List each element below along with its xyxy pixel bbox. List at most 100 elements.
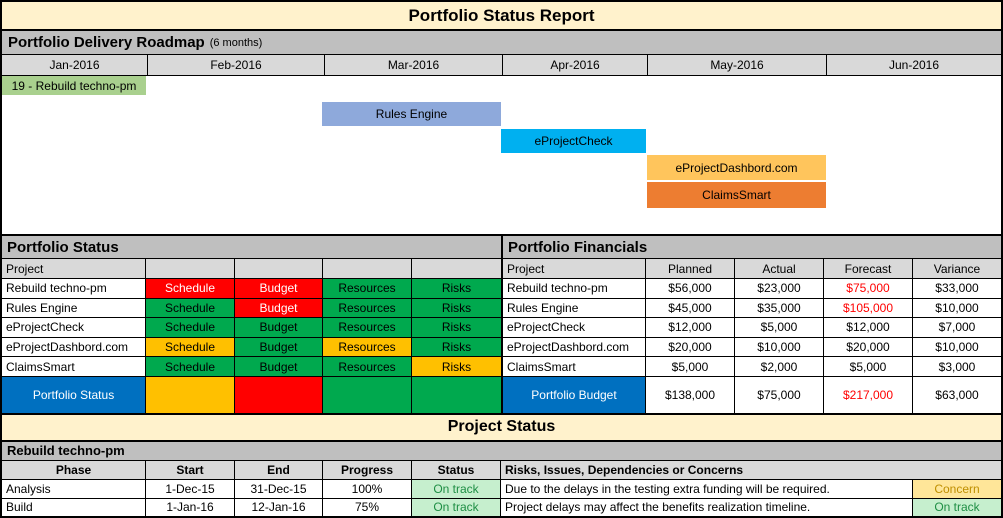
project-status-table: Phase Start End Progress Status Risks, I… bbox=[2, 460, 1001, 516]
budget-status-cell: Budget bbox=[235, 357, 323, 377]
empty-header-cell bbox=[412, 259, 501, 279]
resources-status-cell: Resources bbox=[323, 337, 412, 358]
variance-value: $7,000 bbox=[913, 318, 1001, 338]
phase-name-cell: Analysis bbox=[2, 479, 146, 499]
variance-total: $63,000 bbox=[913, 376, 1001, 413]
planned-value: $5,000 bbox=[646, 357, 735, 377]
forecast-total: $217,000 bbox=[824, 376, 913, 413]
progress-cell: 100% bbox=[323, 479, 412, 499]
col-header-project: Project bbox=[503, 259, 646, 279]
actual-total: $75,000 bbox=[735, 376, 824, 413]
col-header-variance: Variance bbox=[913, 259, 1001, 279]
end-date-cell: 31-Dec-15 bbox=[235, 479, 323, 499]
forecast-value: $75,000 bbox=[824, 279, 913, 299]
gantt-chart: 19 - Rebuild techno-pm Rules Engine ePro… bbox=[2, 76, 1001, 236]
variance-value: $3,000 bbox=[913, 357, 1001, 377]
forecast-value: $12,000 bbox=[824, 318, 913, 338]
planned-value: $45,000 bbox=[646, 298, 735, 319]
budget-status-cell: Budget bbox=[235, 279, 323, 299]
project-name-cell: Rebuild techno-pm bbox=[503, 279, 646, 299]
budget-status-cell: Budget bbox=[235, 318, 323, 338]
risks-status-cell: Risks bbox=[412, 337, 501, 358]
roadmap-heading: Portfolio Delivery Roadmap bbox=[8, 34, 205, 51]
resources-status-cell: Resources bbox=[323, 298, 412, 319]
variance-value: $10,000 bbox=[913, 298, 1001, 319]
summary-resources-cell bbox=[323, 376, 412, 413]
forecast-value: $105,000 bbox=[824, 298, 913, 319]
risks-status-cell: Risks bbox=[412, 279, 501, 299]
col-header-project: Project bbox=[2, 259, 146, 279]
risk-badge: Concern bbox=[913, 479, 1001, 499]
month-mar: Mar-2016 bbox=[325, 55, 503, 75]
end-date-cell: 12-Jan-16 bbox=[235, 498, 323, 516]
variance-value: $33,000 bbox=[913, 279, 1001, 299]
col-header-risks: Risks, Issues, Dependencies or Concerns bbox=[501, 460, 1001, 480]
risks-status-cell: Risks bbox=[412, 357, 501, 377]
summary-risks-cell bbox=[412, 376, 501, 413]
resources-status-cell: Resources bbox=[323, 318, 412, 338]
page-title: Portfolio Status Report bbox=[2, 2, 1001, 31]
portfolio-financials-heading: Portfolio Financials bbox=[503, 236, 1001, 259]
variance-value: $10,000 bbox=[913, 337, 1001, 358]
resources-status-cell: Resources bbox=[323, 279, 412, 299]
empty-header-cell bbox=[323, 259, 412, 279]
gantt-bar-eprojectdashbord: eProjectDashbord.com bbox=[647, 155, 826, 180]
col-header-progress: Progress bbox=[323, 460, 412, 480]
resources-status-cell: Resources bbox=[323, 357, 412, 377]
risk-text-cell: Project delays may affect the benefits r… bbox=[501, 498, 913, 516]
forecast-value: $5,000 bbox=[824, 357, 913, 377]
project-status-heading: Project Status bbox=[2, 414, 1001, 442]
actual-value: $10,000 bbox=[735, 337, 824, 358]
forecast-value: $20,000 bbox=[824, 337, 913, 358]
month-may: May-2016 bbox=[648, 55, 827, 75]
phase-name-cell: Build bbox=[2, 498, 146, 516]
portfolio-status-table: Portfolio Status Project Rebuild techno-… bbox=[2, 236, 503, 413]
phase-status-cell: On track bbox=[412, 498, 501, 516]
risk-badge: On track bbox=[913, 498, 1001, 516]
col-header-planned: Planned bbox=[646, 259, 735, 279]
risk-text-cell: Due to the delays in the testing extra f… bbox=[501, 479, 913, 499]
schedule-status-cell: Schedule bbox=[146, 357, 235, 377]
planned-value: $12,000 bbox=[646, 318, 735, 338]
schedule-status-cell: Schedule bbox=[146, 318, 235, 338]
gantt-bar-rules-engine: Rules Engine bbox=[322, 102, 501, 126]
project-name-cell: eProjectDashbord.com bbox=[503, 337, 646, 358]
planned-value: $56,000 bbox=[646, 279, 735, 299]
gantt-bar-claimssmart: ClaimsSmart bbox=[647, 182, 826, 208]
risks-status-cell: Risks bbox=[412, 318, 501, 338]
schedule-status-cell: Schedule bbox=[146, 298, 235, 319]
month-apr: Apr-2016 bbox=[503, 55, 648, 75]
gantt-bar-rebuild-techno-pm: 19 - Rebuild techno-pm bbox=[2, 76, 146, 95]
actual-value: $5,000 bbox=[735, 318, 824, 338]
summary-schedule-cell bbox=[146, 376, 235, 413]
actual-value: $23,000 bbox=[735, 279, 824, 299]
gantt-bar-eprojectcheck: eProjectCheck bbox=[501, 129, 646, 153]
budget-status-cell: Budget bbox=[235, 298, 323, 319]
col-header-actual: Actual bbox=[735, 259, 824, 279]
progress-cell: 75% bbox=[323, 498, 412, 516]
month-jun: Jun-2016 bbox=[827, 55, 1001, 75]
project-name-cell: Rules Engine bbox=[503, 298, 646, 319]
month-jan: Jan-2016 bbox=[2, 55, 148, 75]
start-date-cell: 1-Dec-15 bbox=[146, 479, 235, 499]
project-name-cell: Rebuild techno-pm bbox=[2, 279, 146, 299]
portfolio-financials-table: Portfolio Financials Project Planned Act… bbox=[503, 236, 1001, 413]
budget-status-cell: Budget bbox=[235, 337, 323, 358]
project-name-cell: ClaimsSmart bbox=[503, 357, 646, 377]
col-header-phase: Phase bbox=[2, 460, 146, 480]
roadmap-section-header: Portfolio Delivery Roadmap (6 months) bbox=[2, 31, 1001, 55]
start-date-cell: 1-Jan-16 bbox=[146, 498, 235, 516]
roadmap-heading-suffix: (6 months) bbox=[209, 36, 263, 49]
col-header-forecast: Forecast bbox=[824, 259, 913, 279]
col-header-status: Status bbox=[412, 460, 501, 480]
planned-total: $138,000 bbox=[646, 376, 735, 413]
project-name-cell: eProjectCheck bbox=[503, 318, 646, 338]
empty-header-cell bbox=[146, 259, 235, 279]
phase-status-cell: On track bbox=[412, 479, 501, 499]
empty-header-cell bbox=[235, 259, 323, 279]
col-header-end: End bbox=[235, 460, 323, 480]
risks-status-cell: Risks bbox=[412, 298, 501, 319]
project-name-cell: Rules Engine bbox=[2, 298, 146, 319]
project-name-cell: eProjectCheck bbox=[2, 318, 146, 338]
